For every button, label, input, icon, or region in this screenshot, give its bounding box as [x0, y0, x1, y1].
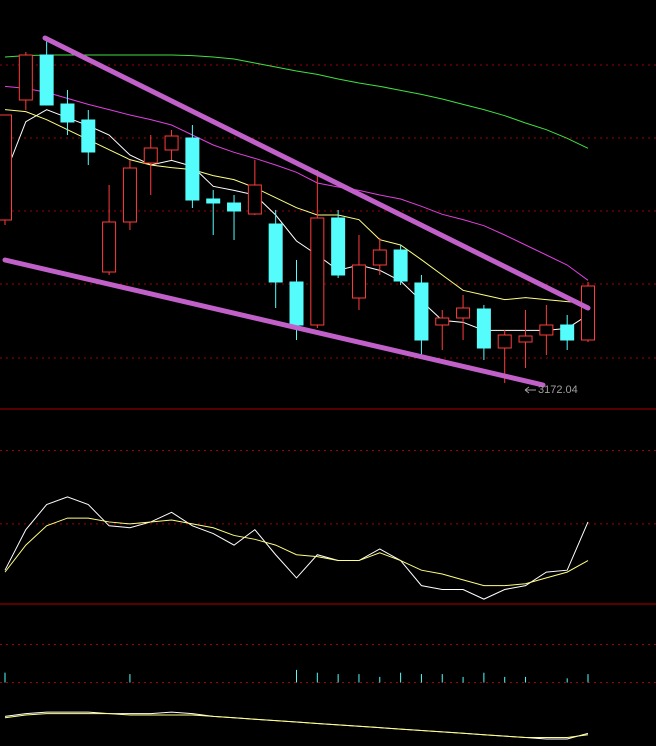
indicator-line [4, 85, 589, 281]
candle-body [539, 324, 554, 336]
candle-body [18, 54, 33, 101]
candle-body [414, 282, 429, 341]
candle-body [581, 285, 595, 341]
candle-body [81, 119, 96, 153]
candle-body [476, 308, 491, 349]
candle-body [456, 307, 471, 319]
candle-body [372, 249, 387, 266]
indicator-line [4, 109, 589, 304]
candle-body [164, 135, 179, 151]
candle-body [393, 249, 408, 282]
candle-body [289, 281, 304, 326]
candle-body [185, 137, 200, 201]
indicator-line [4, 517, 589, 587]
candle-body [39, 54, 54, 106]
candle-body [122, 167, 137, 223]
trend-line [42, 35, 591, 311]
candle-body [497, 334, 512, 349]
marks [0, 40, 656, 740]
candle-body [206, 198, 221, 204]
candle-body [60, 103, 75, 123]
candle-body [0, 114, 12, 221]
annotation: 3172.04 [538, 384, 578, 396]
candle-body [310, 217, 325, 326]
candle-body [518, 335, 533, 343]
indicator-line [4, 496, 589, 600]
candle-body [435, 317, 450, 326]
candle-body [351, 264, 366, 299]
trend-line [2, 257, 546, 388]
candle-body [227, 202, 242, 212]
indicator-line [4, 713, 589, 739]
candle-body [560, 324, 575, 341]
indicator-line [4, 54, 589, 149]
candle-body [268, 223, 283, 283]
candle-body [331, 217, 346, 276]
candle-body [247, 184, 262, 215]
annotation-arrow [524, 386, 536, 394]
candle-body [102, 221, 117, 273]
candle-body [143, 147, 158, 164]
